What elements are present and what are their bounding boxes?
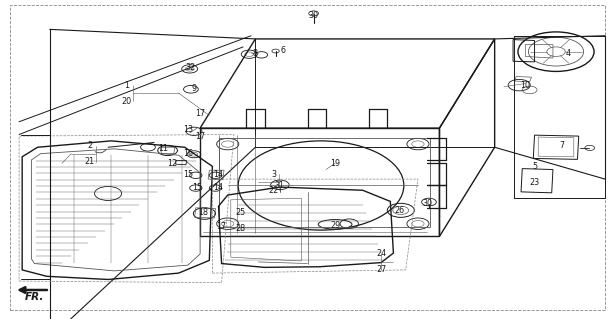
Text: 17: 17 (216, 222, 227, 231)
Text: 12: 12 (167, 159, 178, 168)
Text: 24: 24 (376, 250, 386, 259)
Text: 13: 13 (183, 125, 193, 134)
Text: 14: 14 (213, 170, 223, 179)
Text: 11: 11 (158, 144, 169, 153)
Text: 19: 19 (330, 159, 340, 168)
Text: 17: 17 (195, 109, 205, 118)
Text: 7: 7 (560, 141, 565, 150)
Text: 31: 31 (275, 181, 285, 190)
Text: 30: 30 (422, 198, 432, 207)
Text: 15: 15 (192, 183, 202, 192)
Text: 5: 5 (532, 162, 537, 171)
Text: 27: 27 (376, 265, 386, 275)
Text: 9: 9 (191, 84, 197, 93)
Text: 16: 16 (183, 149, 193, 158)
Text: 20: 20 (121, 97, 132, 106)
Text: 26: 26 (394, 206, 405, 215)
Text: 22: 22 (269, 186, 279, 195)
Text: 23: 23 (530, 178, 539, 187)
Text: 28: 28 (235, 224, 245, 233)
Text: 21: 21 (85, 157, 95, 166)
Text: 6: 6 (280, 45, 285, 55)
Text: 29: 29 (330, 221, 340, 230)
Text: 4: 4 (566, 49, 571, 58)
Text: 17: 17 (195, 132, 205, 140)
Text: 15: 15 (183, 170, 193, 179)
Text: 18: 18 (198, 208, 208, 217)
Text: 25: 25 (235, 208, 245, 217)
Text: 2: 2 (87, 141, 92, 150)
Text: 8: 8 (253, 49, 258, 58)
Text: 32: 32 (186, 63, 196, 72)
Text: 14: 14 (213, 183, 223, 192)
Text: FR.: FR. (25, 292, 44, 302)
Text: 30: 30 (309, 11, 319, 20)
Text: 3: 3 (271, 170, 276, 179)
Text: 10: 10 (520, 81, 530, 90)
Text: 1: 1 (124, 81, 129, 90)
